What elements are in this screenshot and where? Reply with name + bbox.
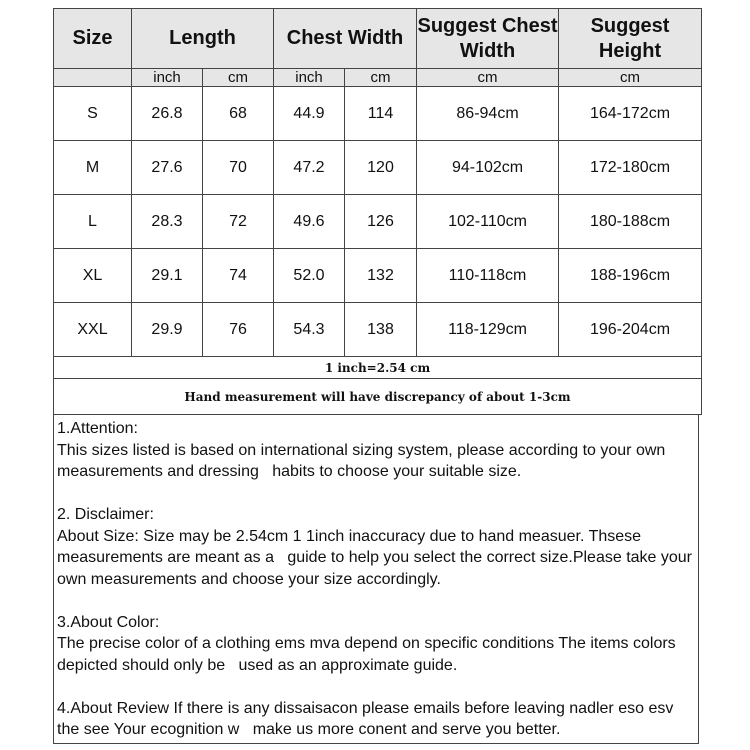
cell-length-cm: 76 [202,302,274,357]
cell-suggest-chest: 94-102cm [416,140,560,195]
cell-length-cm: 74 [202,248,274,303]
header-suggest-height: Suggest Height [558,8,703,69]
table-row: M 27.6 70 47.2 120 94-102cm 172-180cm [53,140,703,195]
header-size: Size [53,8,132,69]
unit-cell: inch [273,68,345,87]
cell-chest-inch: 47.2 [273,140,345,195]
note-attention: 1.Attention: This sizes listed is based … [57,420,666,480]
cell-size: S [53,86,132,141]
unit-cell: cm [416,68,560,87]
note-review: 4.About Review If there is any dissaisac… [57,699,678,739]
cell-size: XL [53,248,132,303]
unit-cell: cm [558,68,703,87]
header-row: Size Length Chest Width Suggest Chest Wi… [53,8,703,69]
cell-chest-inch: 52.0 [273,248,345,303]
cell-suggest-height: 188-196cm [558,248,703,303]
cell-length-cm: 68 [202,86,274,141]
size-chart-table: Size Length Chest Width Suggest Chest Wi… [52,8,703,415]
cell-chest-cm: 138 [343,302,418,357]
cell-suggest-chest: 86-94cm [416,86,560,141]
unit-empty [53,68,132,87]
cell-length-cm: 70 [202,140,274,195]
cell-chest-inch: 49.6 [273,194,345,249]
cell-suggest-chest: 110-118cm [416,248,560,303]
cell-suggest-height: 172-180cm [558,140,703,195]
cell-suggest-height: 180-188cm [558,194,703,249]
cell-chest-cm: 132 [343,248,418,303]
table-row: L 28.3 72 49.6 126 102-110cm 180-188cm [53,194,703,249]
header-length: Length [131,8,274,69]
cell-length-inch: 29.9 [131,302,203,357]
conversion-note: 1 inch=2.54 cm [52,356,703,379]
measurement-row: Hand measurement will have discrepancy o… [52,378,703,415]
table-row: S 26.8 68 44.9 114 86-94cm 164-172cm [53,86,703,141]
cell-chest-cm: 114 [343,86,418,141]
cell-length-inch: 26.8 [131,86,203,141]
cell-chest-inch: 54.3 [273,302,345,357]
unit-row: inch cm inch cm cm cm [53,68,703,87]
conversion-row: 1 inch=2.54 cm [52,356,703,379]
table-row: XXL 29.9 76 54.3 138 118-129cm 196-204cm [53,302,703,357]
cell-length-inch: 27.6 [131,140,203,195]
header-chest-width: Chest Width [272,8,418,69]
cell-size: XXL [53,302,132,357]
unit-cell: cm [343,68,418,87]
unit-cell: cm [202,68,274,87]
cell-suggest-chest: 102-110cm [416,194,560,249]
cell-length-inch: 28.3 [131,194,203,249]
cell-suggest-height: 196-204cm [558,302,703,357]
note-disclaimer: 2. Disclaimer: About Size: Size may be 2… [57,506,692,588]
unit-cell: inch [131,68,203,87]
table-row: XL 29.1 74 52.0 132 110-118cm 188-196cm [53,248,703,303]
cell-length-cm: 72 [202,194,274,249]
note-color: 3.About Color: The precise color of a cl… [57,613,676,674]
cell-suggest-chest: 118-129cm [416,302,560,357]
notes-box: 1.Attention: This sizes listed is based … [53,414,699,744]
measurement-note: Hand measurement will have discrepancy o… [52,378,703,415]
cell-chest-inch: 44.9 [273,86,345,141]
cell-suggest-height: 164-172cm [558,86,703,141]
cell-chest-cm: 126 [343,194,418,249]
cell-size: M [53,140,132,195]
cell-length-inch: 29.1 [131,248,203,303]
cell-chest-cm: 120 [343,140,418,195]
header-suggest-chest-width: Suggest Chest Width [416,8,560,69]
cell-size: L [53,194,132,249]
